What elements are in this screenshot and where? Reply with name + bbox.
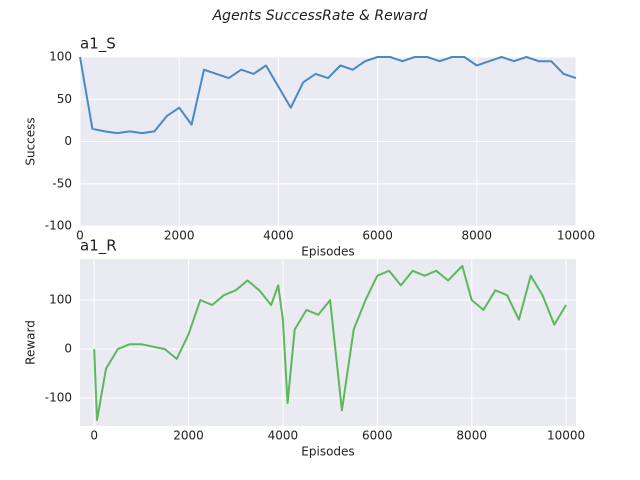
x-tick-label: 0 [90,429,98,443]
y-tick-label: -50 [52,176,72,190]
y-tick-label: -100 [45,219,72,233]
plot-area [80,259,576,426]
x-tick-label: 8000 [462,229,493,243]
x-tick-label: 4000 [263,229,294,243]
y-tick-label: -100 [45,391,72,405]
chart-title: a1_R [80,237,117,256]
y-tick-label: 50 [57,92,72,106]
x-tick-label: 10000 [557,229,595,243]
x-tick-label: 2000 [173,429,204,443]
x-tick-label: 0 [76,229,84,243]
data-line [79,56,577,135]
x-tick-label: 2000 [164,229,195,243]
x-axis-label: Episodes [301,245,354,259]
x-tick-label: 6000 [362,429,393,443]
y-tick-label: 100 [49,293,72,307]
figure-title: Agents SuccessRate & Reward [212,8,428,24]
y-tick-label: 100 [49,50,72,64]
y-tick-label: 0 [64,134,72,148]
data-line [93,264,567,422]
x-axis-label: Episodes [301,445,354,459]
x-tick-label: 4000 [268,429,299,443]
y-axis-label: Success [24,117,38,165]
chart-title: a1_S [80,35,116,54]
y-tick-label: 0 [64,342,72,356]
y-axis-label: Reward [24,320,38,365]
x-tick-label: 10000 [547,429,585,443]
x-tick-label: 6000 [362,229,393,243]
x-tick-label: 8000 [456,429,487,443]
